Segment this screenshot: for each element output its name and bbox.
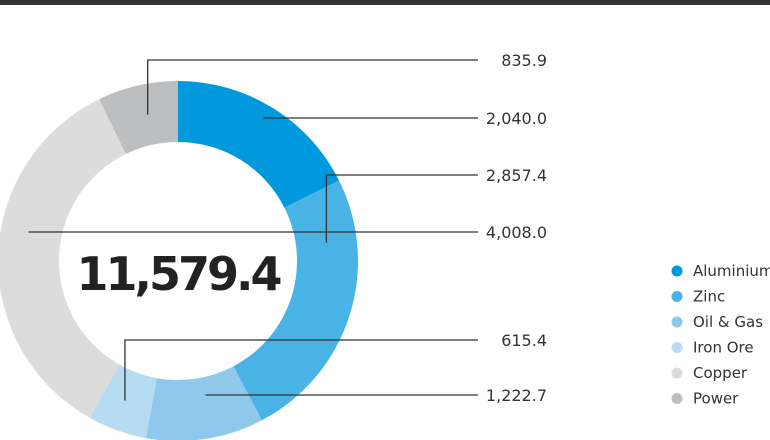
legend-label-iron-ore: Iron Ore: [693, 339, 754, 357]
value-label-oil-and-gas: 1,222.7: [486, 386, 547, 405]
slice-aluminium: [178, 81, 339, 208]
legend-label-oil-and-gas: Oil & Gas: [693, 313, 763, 331]
legend-marker-power: [671, 393, 683, 404]
slice-copper: [0, 99, 126, 418]
legend-marker-copper: [671, 367, 683, 379]
total-label: 11,579.4: [77, 247, 281, 301]
value-label-power: 835.9: [501, 51, 547, 70]
legend-label-power: Power: [693, 390, 739, 408]
legend-label-copper: Copper: [693, 364, 748, 382]
value-label-zinc: 2,857.4: [486, 166, 547, 185]
top-bar: [0, 0, 770, 5]
legend: Aluminium Zinc Oil & Gas Iron Ore Copper Powe…: [671, 262, 770, 408]
leader-line-power: [147, 59, 478, 115]
value-labels-group: 2,040.0 2,857.4 1,222.7 615.4 4,008.0 835.9: [486, 51, 547, 405]
slice-iron-ore: [89, 364, 157, 439]
value-label-copper: 4,008.0: [486, 223, 547, 242]
value-label-aluminium: 2,040.0: [486, 109, 547, 128]
value-label-iron-ore: 615.4: [501, 331, 547, 350]
slice-oil-and-gas: [145, 366, 262, 440]
slice-power: [99, 81, 178, 155]
legend-label-zinc: Zinc: [693, 288, 725, 306]
legend-marker-oil-and-gas: [671, 316, 683, 328]
legend-marker-aluminium: [671, 265, 683, 277]
legend-label-aluminium: Aluminium: [693, 262, 770, 280]
legend-marker-iron-ore: [671, 342, 683, 353]
leader-line-zinc: [325, 174, 478, 243]
legend-marker-zinc: [671, 291, 683, 302]
leader-lines-group: [28, 59, 478, 401]
leader-line-iron-ore: [124, 339, 478, 401]
